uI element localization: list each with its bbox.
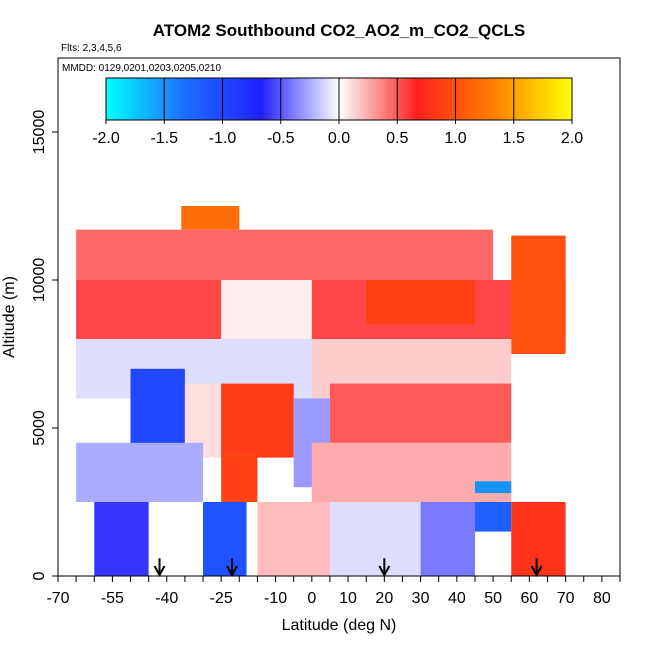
heatmap-cell (257, 502, 330, 576)
colorbar-tick-label: -1.0 (209, 130, 237, 147)
heatmap-cell (329, 383, 512, 443)
heatmap-cell (511, 235, 566, 354)
latitude-arrow-head (226, 565, 238, 578)
colorbar-tick-label: 0.0 (328, 130, 350, 147)
heatmap-cell (420, 502, 475, 576)
x-tick-label: 10 (339, 590, 357, 607)
colorbar-tick-label: -1.5 (150, 130, 178, 147)
heatmap-cell (221, 451, 258, 502)
colorbar-tick-label: 1.5 (503, 130, 525, 147)
colorbar: -2.0 -1.5 -1.0 -0.5 0.0 0.5 1.0 1.5 2.0 (92, 77, 583, 147)
heatmap-cell (76, 229, 494, 280)
y-tick-label: 10000 (31, 258, 48, 303)
heatmap-cell (76, 442, 204, 502)
heatmap-cell (203, 502, 247, 576)
heatmap-cell (76, 280, 566, 340)
colorbar-tick-label: 1.0 (444, 130, 466, 147)
latitude-arrows (153, 558, 543, 578)
heatmap-field (76, 206, 566, 576)
x-tick-label: 70 (557, 590, 575, 607)
y-axis: 0 5000 10000 15000 (31, 110, 58, 580)
colorbar-tick-label: 2.0 (561, 130, 583, 147)
x-tick-label: 40 (448, 590, 466, 607)
x-tick-label: 60 (520, 590, 538, 607)
x-tick-label: 20 (375, 590, 393, 607)
y-axis-label: Altitude (m) (1, 276, 18, 358)
y-tick-label: 0 (31, 571, 48, 580)
x-axis-label: Latitude (deg N) (282, 617, 397, 634)
flights-subtitle: Flts: 2,3,4,5,6 (61, 43, 122, 54)
x-tick-label: -55 (101, 590, 124, 607)
heatmap-cell (329, 502, 421, 576)
heatmap-cell (511, 502, 566, 576)
x-axis: -70 -55 -40 -25 -10 0 10 20 30 40 50 60 70 80 (46, 575, 621, 607)
x-tick-label: -25 (210, 590, 233, 607)
chart-title: ATOM2 Southbound CO2_AO2_m_CO2_QCLS (153, 21, 525, 40)
x-tick-label: 30 (412, 590, 430, 607)
dates-subtitle: MMDD: 0129,0201,0203,0205,0210 (62, 63, 221, 74)
heatmap-cell (221, 280, 312, 340)
colorbar-tick-label: -2.0 (92, 130, 120, 147)
y-tick-label: 5000 (31, 410, 48, 446)
heatmap-cell (221, 383, 294, 458)
x-tick-label: -40 (155, 590, 178, 607)
x-tick-label: -10 (264, 590, 287, 607)
heatmap-cell (366, 280, 475, 325)
latitude-arrow-head (378, 565, 391, 578)
x-tick-label: -70 (46, 590, 69, 607)
heatmap-cell (474, 502, 512, 532)
heatmap-cell (181, 206, 240, 230)
latitude-arrow-head (153, 565, 166, 578)
heatmap-cell (474, 481, 512, 494)
y-tick-label: 15000 (31, 110, 48, 155)
colorbar-tick-label: -0.5 (267, 130, 295, 147)
x-tick-label: 0 (307, 590, 316, 607)
latitude-arrow-head (530, 565, 543, 578)
x-tick-label: 80 (593, 590, 611, 607)
heatmap-cell (94, 502, 149, 576)
colorbar-tick-label: 0.5 (386, 130, 408, 147)
x-tick-label: 50 (484, 590, 502, 607)
